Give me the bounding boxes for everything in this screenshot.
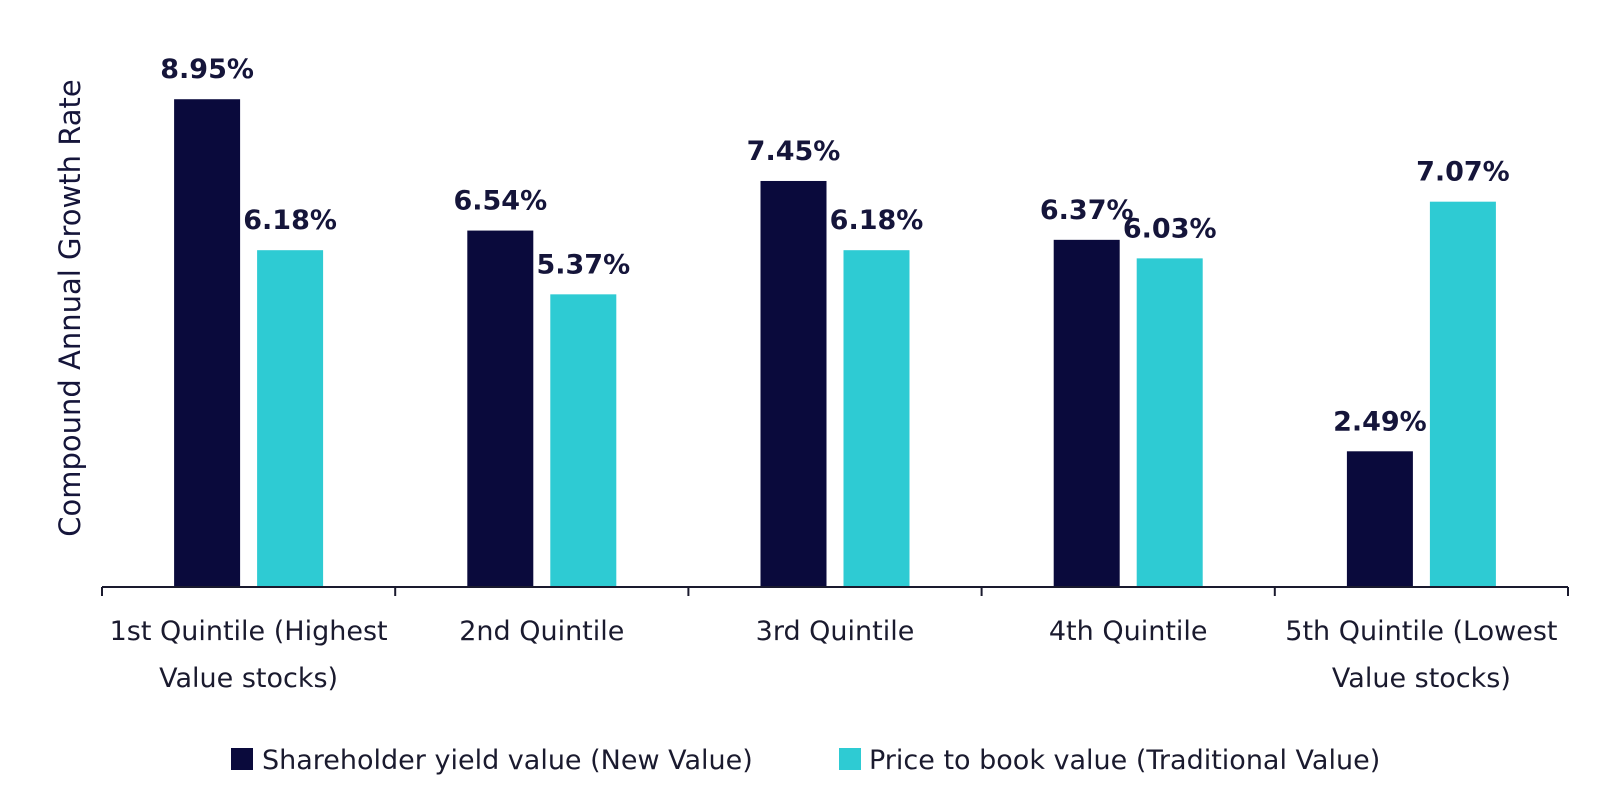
data-label-traditional-value-q1: 6.18% xyxy=(243,205,337,236)
data-label-new-value-q1: 8.95% xyxy=(160,54,254,85)
legend: Shareholder yield value (New Value) Price… xyxy=(231,745,1380,776)
data-label-new-value-q5: 2.49% xyxy=(1333,406,1427,437)
bar-new-value-q1 xyxy=(174,99,241,587)
data-label-traditional-value-q5: 7.07% xyxy=(1416,157,1510,188)
x-tick-label-q1: Value stocks) xyxy=(159,663,338,694)
legend-label-new-value: Shareholder yield value (New Value) xyxy=(262,745,753,776)
data-labels-group: 8.95% 6.18% 6.54% 5.37% 7.45% 6.18% 6.37%6.03%… xyxy=(160,54,1509,437)
bars-group xyxy=(174,99,1496,587)
bar-traditional-value-q5 xyxy=(1429,201,1496,587)
x-tick-label-q3: 3rd Quintile xyxy=(756,616,915,647)
data-label-traditional-value-q3: 6.18% xyxy=(830,205,924,236)
x-tick-label-q5: Value stocks) xyxy=(1332,663,1511,694)
data-label-new-value-q2: 6.54% xyxy=(453,186,547,217)
bar-new-value-q5 xyxy=(1346,451,1413,587)
bar-new-value-q2 xyxy=(467,230,534,587)
y-axis-title: Compound Annual Growth Rate xyxy=(53,79,87,537)
data-label-new-value-q4: 6.37% xyxy=(1040,195,1134,226)
bar-traditional-value-q1 xyxy=(257,250,324,587)
bar-traditional-value-q2 xyxy=(550,294,617,587)
legend-swatch-new-value xyxy=(231,748,253,770)
legend-label-traditional-value: Price to book value (Traditional Value) xyxy=(869,745,1380,776)
x-tick-label-q5: 5th Quintile (Lowest xyxy=(1285,616,1557,647)
bar-traditional-value-q4 xyxy=(1136,258,1203,587)
x-axis xyxy=(101,586,1569,596)
bar-new-value-q4 xyxy=(1053,239,1120,587)
data-label-new-value-q3: 7.45% xyxy=(747,136,841,167)
x-tick-label-q4: 4th Quintile xyxy=(1049,616,1208,647)
bar-new-value-q3 xyxy=(760,180,827,587)
bar-traditional-value-q3 xyxy=(843,250,910,587)
data-label-traditional-value-q2: 5.37% xyxy=(536,249,630,280)
x-tick-label-q2: 2nd Quintile xyxy=(459,616,624,647)
data-label-traditional-value-q4: 6.03% xyxy=(1123,213,1217,244)
x-tick-labels: 1st Quintile (Highest Value stocks) 2nd Qu… xyxy=(110,616,1558,694)
legend-swatch-traditional-value xyxy=(839,748,861,770)
x-tick-label-q1: 1st Quintile (Highest xyxy=(110,616,388,647)
